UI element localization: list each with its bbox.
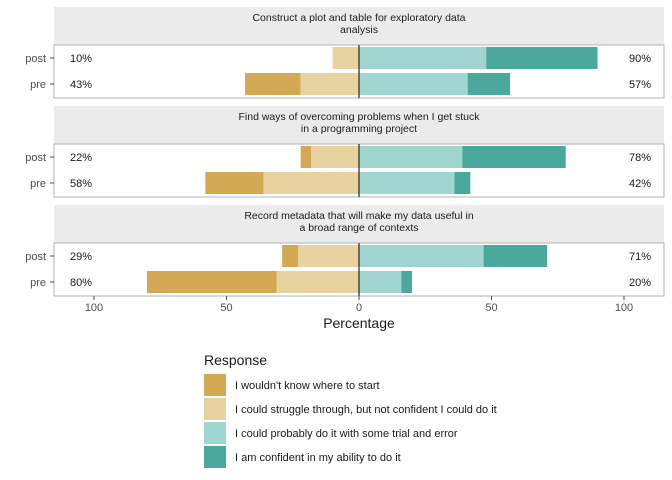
right-percent-label: 57% <box>629 79 651 91</box>
legend-title: Response <box>204 352 267 368</box>
bar-start <box>300 146 312 168</box>
left-percent-label: 80% <box>70 277 92 289</box>
panel-3: Record metadata that will make my data u… <box>25 205 665 297</box>
x-tick-label: 50 <box>485 302 497 314</box>
x-tick-label: 50 <box>220 302 232 314</box>
bar-trial <box>359 271 402 293</box>
panel-title-line: in a programming project <box>301 123 417 135</box>
panel-title-line: a broad range of contexts <box>299 222 418 234</box>
panel-2: Find ways of overcoming problems when I … <box>25 106 665 198</box>
bar-confident <box>483 245 548 267</box>
legend-label: I could struggle through, but not confid… <box>235 404 497 416</box>
bar-confident <box>467 73 511 95</box>
legend-label: I could probably do it with some trial a… <box>235 428 458 440</box>
x-tick-label: 100 <box>615 302 633 314</box>
row-label: post <box>25 251 46 263</box>
panel-title-line: Record metadata that will make my data u… <box>244 210 474 222</box>
bar-confident <box>454 172 471 194</box>
legend-swatch <box>204 422 226 444</box>
bar-start <box>245 73 301 95</box>
bar-start <box>282 245 299 267</box>
right-percent-label: 42% <box>629 178 651 190</box>
bar-trial <box>359 146 463 168</box>
left-percent-label: 58% <box>70 178 92 190</box>
left-percent-label: 29% <box>70 251 92 263</box>
panel-1: Construct a plot and table for explorato… <box>25 7 665 99</box>
panel-title-line: analysis <box>340 24 378 36</box>
bar-trial <box>359 172 455 194</box>
bar-struggle <box>298 245 359 267</box>
bar-trial <box>359 73 468 95</box>
legend-label: I wouldn't know where to start <box>235 380 380 392</box>
panel-strip <box>54 7 664 45</box>
right-percent-label: 71% <box>629 251 651 263</box>
bar-struggle <box>263 172 359 194</box>
bar-confident <box>462 146 566 168</box>
bar-struggle <box>300 73 359 95</box>
row-label: post <box>25 152 46 164</box>
panel-title-line: Find ways of overcoming problems when I … <box>238 111 480 123</box>
right-percent-label: 20% <box>629 277 651 289</box>
x-tick-label: 0 <box>356 302 362 314</box>
bar-start <box>147 271 277 293</box>
left-percent-label: 43% <box>70 79 92 91</box>
panel-strip <box>54 106 664 144</box>
legend-swatch <box>204 446 226 468</box>
bar-trial <box>359 245 484 267</box>
legend-label: I am confident in my ability to do it <box>235 452 401 464</box>
x-tick-label: 100 <box>85 302 103 314</box>
bar-confident <box>401 271 412 293</box>
row-label: post <box>25 53 46 65</box>
row-label: pre <box>30 79 46 91</box>
right-percent-label: 90% <box>629 53 651 65</box>
right-percent-label: 78% <box>629 152 651 164</box>
panel-strip <box>54 205 664 243</box>
x-axis-title: Percentage <box>323 315 395 331</box>
row-label: pre <box>30 178 46 190</box>
row-label: pre <box>30 277 46 289</box>
bar-struggle <box>311 146 359 168</box>
left-percent-label: 22% <box>70 152 92 164</box>
bar-confident <box>486 47 598 69</box>
left-percent-label: 10% <box>70 53 92 65</box>
panel-title-line: Construct a plot and table for explorato… <box>252 12 465 24</box>
legend-swatch <box>204 398 226 420</box>
bar-start <box>205 172 264 194</box>
legend-swatch <box>204 374 226 396</box>
bar-struggle <box>276 271 359 293</box>
legend: Response I wouldn't know where to start I … <box>204 352 497 468</box>
bar-trial <box>359 47 487 69</box>
bar-struggle <box>332 47 359 69</box>
